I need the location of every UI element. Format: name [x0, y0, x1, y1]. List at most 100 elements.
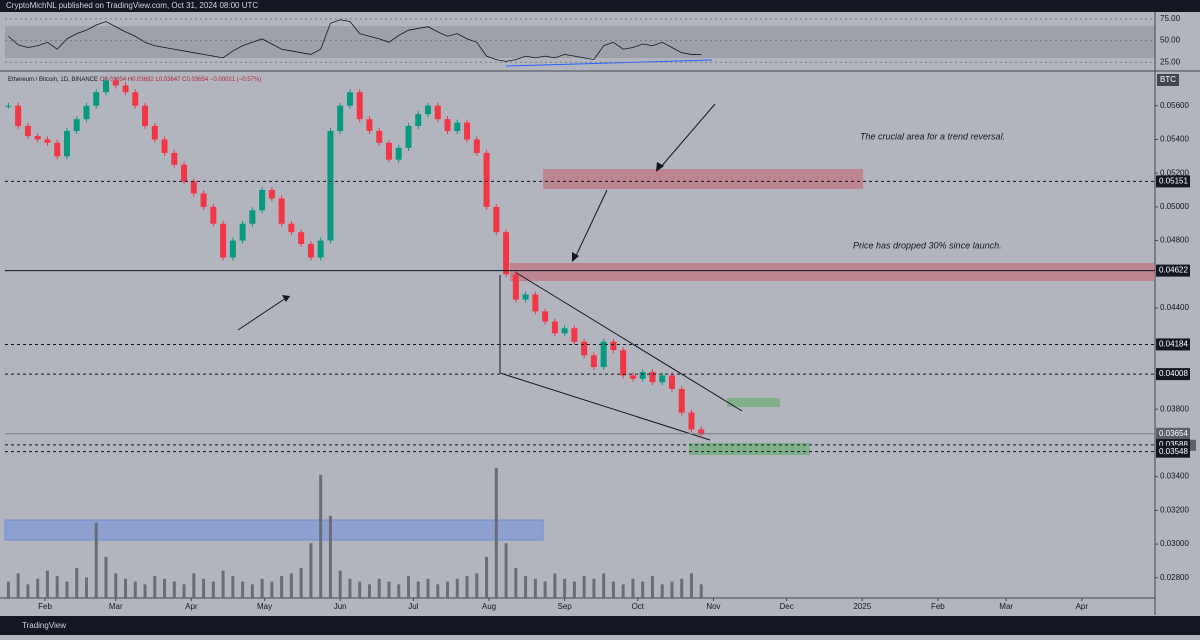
candle [571, 328, 578, 342]
candle [200, 193, 207, 207]
volume-bar [524, 576, 528, 598]
candle [317, 240, 324, 258]
volume-bar [45, 570, 49, 598]
candle [639, 372, 646, 379]
volume-bar [182, 584, 186, 598]
volume-bar [514, 567, 518, 598]
volume-bar [689, 573, 693, 598]
candle [688, 412, 695, 430]
volume-bar [582, 576, 586, 598]
candle [503, 232, 510, 275]
candle [337, 105, 344, 132]
volume-bar [260, 578, 264, 598]
trend-line [499, 372, 711, 441]
candle [366, 119, 373, 132]
candle [659, 375, 666, 383]
volume-bar [485, 556, 489, 598]
y-tick-label: 0.04400 [1160, 303, 1189, 312]
candle [512, 274, 519, 300]
legend-low: L0.03647 [155, 77, 181, 83]
candle [483, 152, 490, 207]
y-tick-label: 0.03200 [1160, 505, 1189, 514]
legend-change: −0.00021 (−0.57%) [210, 77, 261, 83]
candle [454, 122, 461, 132]
x-tick-label: Mar [999, 602, 1013, 611]
candle [132, 92, 139, 106]
volume-bar [592, 578, 596, 598]
candle [307, 243, 314, 258]
volume-bar [426, 578, 430, 598]
candle [542, 311, 549, 322]
resistance-zone [510, 263, 1155, 281]
x-tick-label: Mar [109, 602, 123, 611]
volume-bar [172, 581, 176, 598]
volume-bar [104, 556, 108, 598]
candle [629, 375, 636, 379]
volume-bar [446, 581, 450, 598]
y-tick-label: 0.05000 [1160, 202, 1189, 211]
candle [161, 139, 168, 153]
volume-bar [55, 576, 59, 598]
x-tick-label: Jun [334, 602, 347, 611]
volume-bar [153, 576, 157, 598]
rsi-tick-label: 75.00 [1160, 14, 1181, 23]
candle [668, 375, 675, 389]
candle [220, 223, 227, 258]
candle [190, 181, 197, 194]
volume-bar [202, 578, 206, 598]
x-tick-label: Sep [558, 602, 573, 611]
legend-high: H0.03692 [128, 77, 155, 83]
candle [181, 164, 188, 182]
x-tick-label: Oct [632, 602, 645, 611]
volume-bar [36, 578, 40, 598]
drawings [237, 59, 743, 441]
currency: BTC [1160, 75, 1176, 84]
volume-bar [241, 581, 245, 598]
candle [620, 350, 627, 376]
arrow [237, 297, 287, 331]
volume-bar [650, 576, 654, 598]
annotation: The crucial area for a trend reversal. [860, 131, 1005, 141]
candle [259, 190, 266, 211]
candle [464, 122, 471, 140]
x-tick-label: Apr [1076, 602, 1089, 611]
candle [54, 142, 61, 157]
y-tick-label: 0.04800 [1160, 236, 1189, 245]
x-tick-label: Nov [706, 602, 720, 611]
price-level-label: 0.03588 [1159, 440, 1188, 449]
candle [268, 190, 275, 199]
arrow [659, 103, 716, 169]
candle [298, 232, 305, 244]
volume-bar [553, 573, 557, 598]
volume-bar [338, 570, 342, 598]
volume-bar [211, 581, 215, 598]
volume-bar [192, 573, 196, 598]
volume-bar [563, 578, 567, 598]
candle [288, 223, 295, 233]
candle [590, 355, 597, 368]
candle [600, 341, 607, 368]
price-level-label: 0.04622 [1159, 266, 1188, 275]
volume-bar [6, 581, 10, 598]
volume-bar [504, 543, 508, 598]
candle [385, 142, 392, 160]
candle [210, 206, 217, 224]
volume-bar [572, 581, 576, 598]
volume-bar [611, 581, 615, 598]
volume-bar [455, 578, 459, 598]
price-level-box [1156, 338, 1190, 351]
candle [551, 321, 558, 334]
rsi-tick-label: 25.00 [1160, 57, 1181, 66]
volume-bar [221, 570, 225, 598]
target-zone [727, 398, 780, 407]
footer: TradingView [22, 621, 66, 630]
volume-bar [475, 573, 479, 598]
arrowheads [282, 162, 664, 302]
volume-bar [319, 474, 323, 598]
divergence-line [505, 59, 713, 67]
price-level-box [1156, 427, 1190, 440]
price-level-label: 0.05151 [1159, 177, 1188, 186]
volume-bar [367, 584, 371, 598]
volume-bar [348, 578, 352, 598]
